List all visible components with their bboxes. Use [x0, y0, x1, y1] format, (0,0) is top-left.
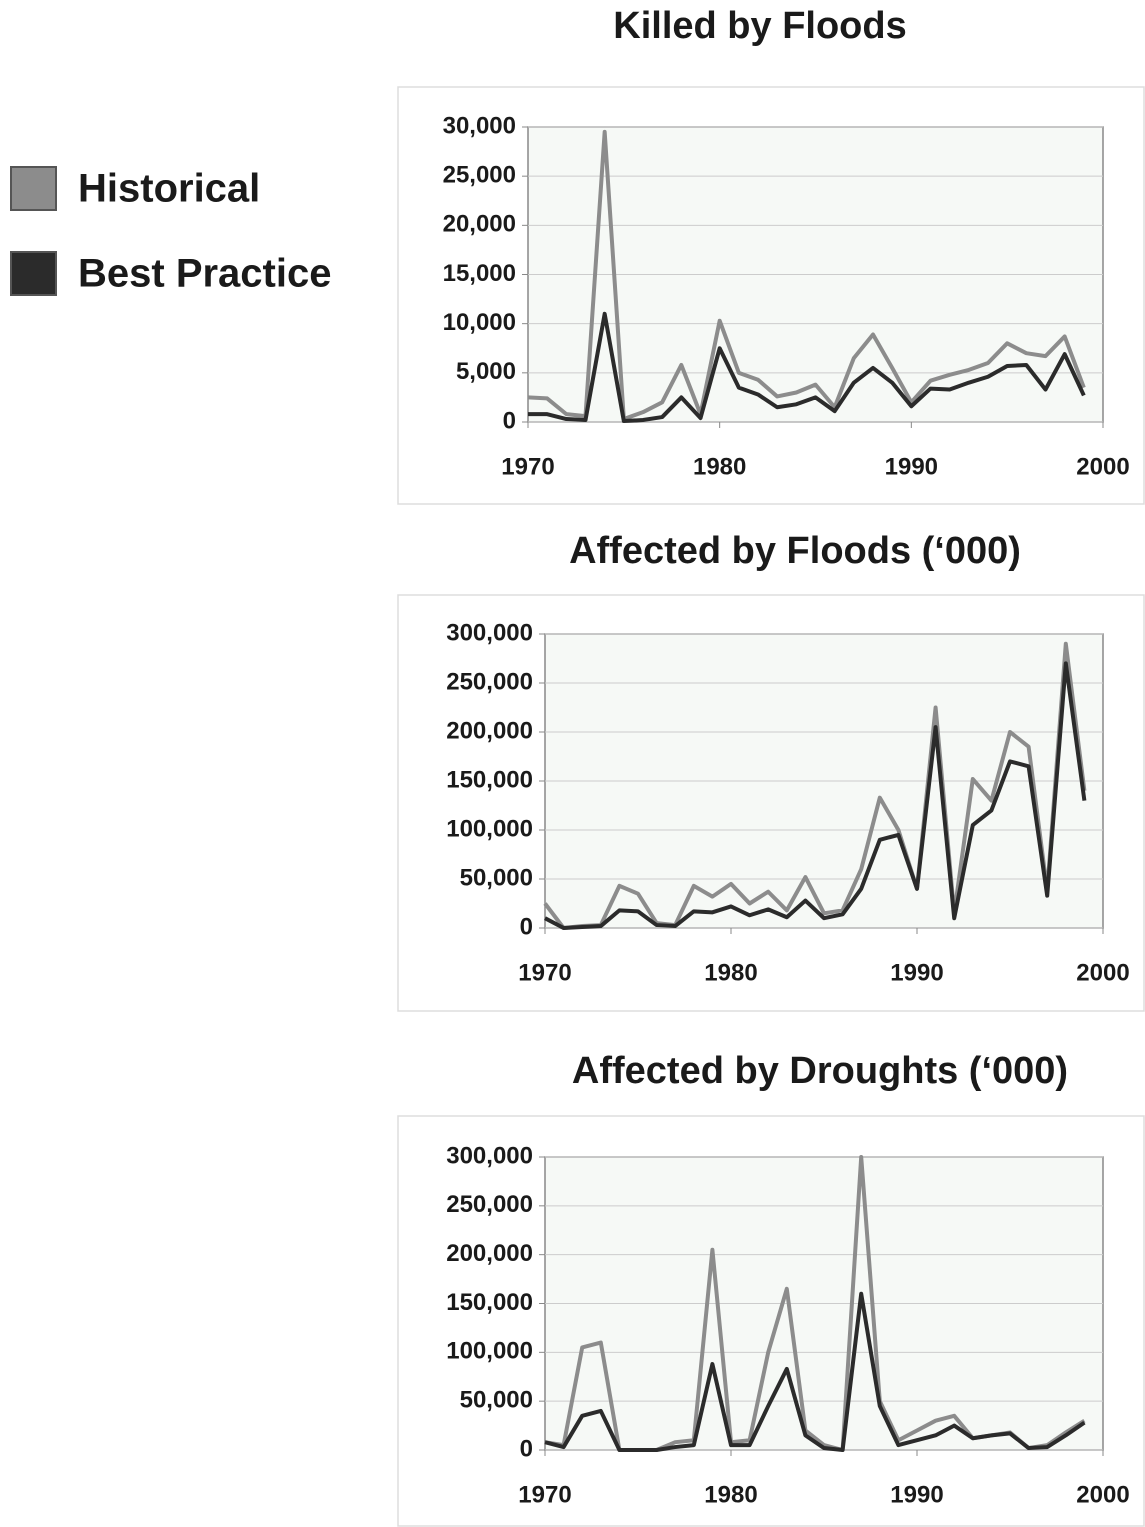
series-line [528, 311, 1086, 424]
x-tick-label: 1980 [704, 959, 757, 986]
y-tick-label: 300,000 [446, 1142, 533, 1169]
y-tick-label: 20,000 [443, 211, 516, 238]
legend-swatch [10, 166, 57, 211]
y-tick-label: 50,000 [460, 1387, 533, 1414]
y-tick-label: 0 [520, 1435, 533, 1462]
series-line [527, 129, 1086, 422]
series-line [544, 661, 1087, 930]
y-tick-label: 200,000 [446, 1240, 533, 1267]
y-tick-label: 0 [520, 913, 533, 940]
y-tick-label: 200,000 [446, 717, 533, 744]
x-tick-label: 1990 [890, 1481, 943, 1508]
y-tick-label: 250,000 [446, 668, 533, 695]
legend-label: Best Practice [78, 252, 331, 296]
y-tick-label: 100,000 [446, 815, 533, 842]
x-tick-label: 1980 [693, 453, 746, 480]
x-tick-label: 2000 [1076, 959, 1129, 986]
x-tick-label: 1990 [890, 959, 943, 986]
y-tick-label: 5,000 [456, 358, 516, 385]
y-tick-label: 300,000 [446, 619, 533, 646]
y-tick-label: 0 [503, 407, 516, 434]
legend-swatch [10, 251, 57, 296]
series-line [543, 641, 1087, 930]
y-tick-label: 50,000 [460, 864, 533, 891]
chart-title: Affected by Floods (‘000) [569, 530, 1021, 572]
x-tick-label: 1970 [518, 959, 571, 986]
x-tick-label: 1980 [704, 1481, 757, 1508]
y-tick-label: 15,000 [443, 260, 516, 287]
chart-title: Killed by Floods [613, 5, 906, 47]
x-tick-label: 1970 [518, 1481, 571, 1508]
y-tick-label: 10,000 [443, 309, 516, 336]
x-tick-label: 1970 [501, 453, 554, 480]
legend-label: Historical [78, 167, 260, 211]
y-tick-label: 150,000 [446, 766, 533, 793]
chart-title: Affected by Droughts (‘000) [572, 1050, 1068, 1092]
y-tick-label: 150,000 [446, 1289, 533, 1316]
y-tick-label: 250,000 [446, 1191, 533, 1218]
x-tick-label: 1990 [885, 453, 938, 480]
series-line [544, 1291, 1086, 1452]
x-tick-label: 2000 [1076, 453, 1129, 480]
x-tick-label: 2000 [1076, 1481, 1129, 1508]
y-tick-label: 100,000 [446, 1338, 533, 1365]
y-tick-label: 25,000 [443, 162, 516, 189]
y-tick-label: 30,000 [443, 112, 516, 139]
